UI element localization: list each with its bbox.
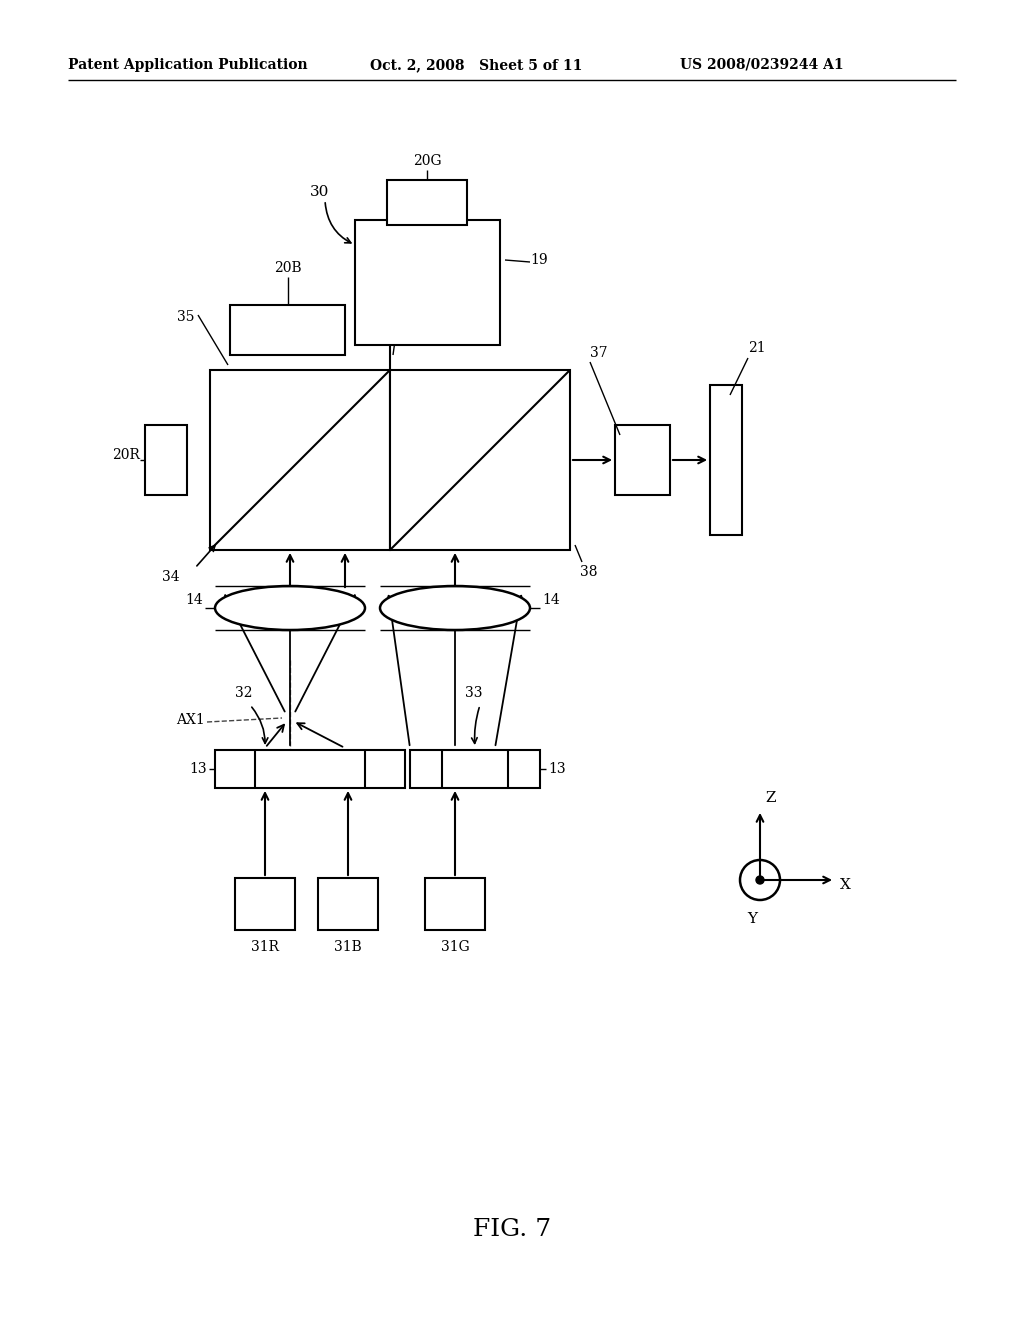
Text: 31B: 31B (334, 940, 361, 954)
Text: 13: 13 (548, 762, 565, 776)
Text: 33: 33 (465, 686, 482, 700)
Text: 31G: 31G (440, 940, 469, 954)
Text: 35: 35 (177, 310, 195, 323)
Ellipse shape (380, 586, 530, 630)
Text: 21: 21 (748, 341, 766, 355)
Text: 14: 14 (542, 593, 560, 607)
Text: 20G: 20G (413, 154, 441, 168)
Text: 14: 14 (185, 593, 203, 607)
Text: 20R: 20R (112, 447, 140, 462)
Text: Z: Z (765, 791, 775, 805)
Bar (215, 750, 406, 788)
Text: 37: 37 (590, 346, 607, 360)
Bar (355, 220, 500, 345)
Circle shape (756, 876, 764, 884)
Ellipse shape (215, 586, 365, 630)
Bar (710, 385, 742, 535)
Bar (318, 878, 378, 931)
Text: 36: 36 (395, 300, 413, 314)
Text: 31R: 31R (251, 940, 279, 954)
Text: 32: 32 (234, 686, 253, 700)
Bar (390, 370, 570, 550)
Text: 38: 38 (580, 565, 597, 579)
Text: 20B: 20B (274, 261, 302, 275)
Bar (234, 878, 295, 931)
Text: 13: 13 (189, 762, 207, 776)
Bar (145, 425, 187, 495)
Bar (425, 878, 485, 931)
Text: Patent Application Publication: Patent Application Publication (68, 58, 307, 73)
Text: X: X (840, 878, 851, 892)
Text: 34: 34 (163, 570, 180, 583)
Text: 19: 19 (530, 253, 548, 267)
Text: 30: 30 (310, 185, 330, 199)
Bar (210, 370, 390, 550)
Text: Y: Y (746, 912, 757, 927)
Text: Oct. 2, 2008   Sheet 5 of 11: Oct. 2, 2008 Sheet 5 of 11 (370, 58, 583, 73)
Text: US 2008/0239244 A1: US 2008/0239244 A1 (680, 58, 844, 73)
Text: AX1: AX1 (176, 713, 205, 727)
Bar (230, 305, 345, 355)
Text: FIG. 7: FIG. 7 (473, 1218, 551, 1242)
Bar (410, 750, 540, 788)
Bar (615, 425, 670, 495)
Bar (387, 180, 467, 224)
